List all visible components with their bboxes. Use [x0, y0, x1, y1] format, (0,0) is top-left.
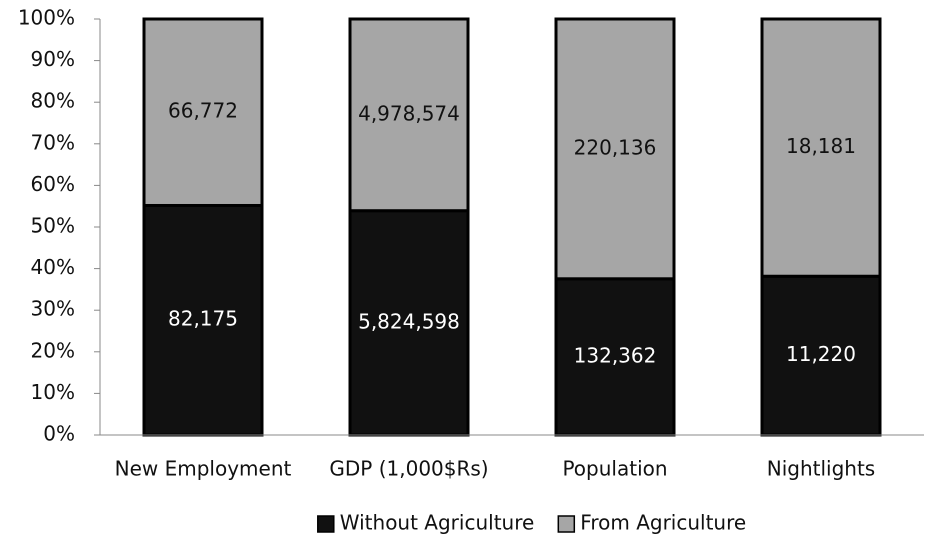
data-label: 66,772 [168, 99, 238, 123]
y-tick-label: 50% [31, 214, 75, 238]
y-tick-label: 0% [43, 422, 75, 446]
bar-segment [348, 17, 470, 213]
y-tick-label: 100% [18, 6, 75, 30]
bar-segment [760, 274, 882, 437]
x-tick-label: Population [562, 457, 667, 481]
legend-label: Without Agriculture [340, 511, 535, 535]
legend-swatch [317, 515, 335, 533]
bar-segment [142, 203, 264, 437]
data-label: 4,978,574 [358, 101, 460, 125]
data-label: 132,362 [574, 343, 657, 367]
y-tick-label: 60% [31, 172, 75, 196]
legend-swatch [557, 515, 576, 533]
x-tick-label: GDP (1,000$Rs) [329, 457, 488, 481]
x-tick-label: New Employment [115, 457, 292, 481]
data-label: 18,181 [786, 134, 856, 158]
bar-segment [142, 17, 264, 207]
data-label: 82,175 [168, 307, 238, 331]
data-label: 220,136 [574, 135, 657, 159]
legend-label: From Agriculture [580, 511, 746, 535]
y-tick-label: 10% [31, 380, 75, 404]
bar-segment [760, 17, 882, 278]
y-tick-label: 40% [31, 255, 75, 279]
data-label: 11,220 [786, 342, 856, 366]
y-tick-label: 30% [31, 297, 75, 321]
bar-segment [554, 17, 676, 281]
y-tick-label: 80% [31, 89, 75, 113]
data-label: 5,824,598 [358, 309, 460, 333]
y-tick-label: 20% [31, 338, 75, 362]
y-tick-label: 70% [31, 130, 75, 154]
x-tick-label: Nightlights [767, 457, 875, 481]
y-tick-label: 90% [31, 47, 75, 71]
